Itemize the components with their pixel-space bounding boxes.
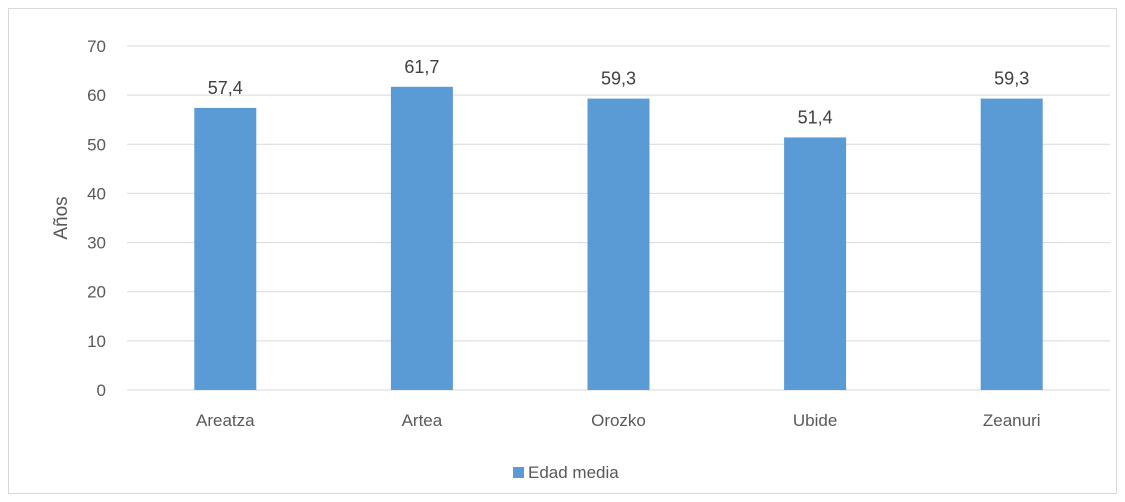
y-axis-title: Años <box>51 196 72 239</box>
bar <box>980 98 1043 390</box>
y-tick-label: 20 <box>87 283 106 302</box>
x-tick-label: Artea <box>402 411 443 430</box>
legend-swatch <box>513 467 524 478</box>
data-label: 51,4 <box>798 107 833 127</box>
data-label: 59,3 <box>994 69 1029 89</box>
bar <box>390 86 453 390</box>
x-tick-label: Orozko <box>591 411 646 430</box>
y-tick-label: 10 <box>87 332 106 351</box>
y-tick-label: 40 <box>87 184 106 203</box>
y-tick-label: 0 <box>97 381 106 400</box>
y-tick-label: 70 <box>87 37 106 56</box>
bars <box>194 86 1043 391</box>
data-labels: 57,4 61,7 59,3 51,4 59,3 <box>208 57 1029 128</box>
y-axis-ticks: 0 10 20 30 40 50 60 70 <box>87 37 106 400</box>
bar <box>784 137 847 390</box>
legend-label: Edad media <box>528 463 619 482</box>
x-tick-label: Zeanuri <box>983 411 1041 430</box>
x-tick-label: Areatza <box>196 411 255 430</box>
y-tick-label: 60 <box>87 86 106 105</box>
data-label: 61,7 <box>404 57 439 77</box>
data-label: 57,4 <box>208 78 243 98</box>
legend: Edad media <box>513 463 619 482</box>
chart-frame <box>8 8 1117 494</box>
y-tick-label: 50 <box>87 135 106 154</box>
y-tick-label: 30 <box>87 234 106 253</box>
bar <box>587 98 650 390</box>
x-tick-label: Ubide <box>793 411 837 430</box>
bar <box>194 107 257 391</box>
data-label: 59,3 <box>601 69 636 89</box>
x-axis-ticks: Areatza Artea Orozko Ubide Zeanuri <box>196 411 1041 430</box>
